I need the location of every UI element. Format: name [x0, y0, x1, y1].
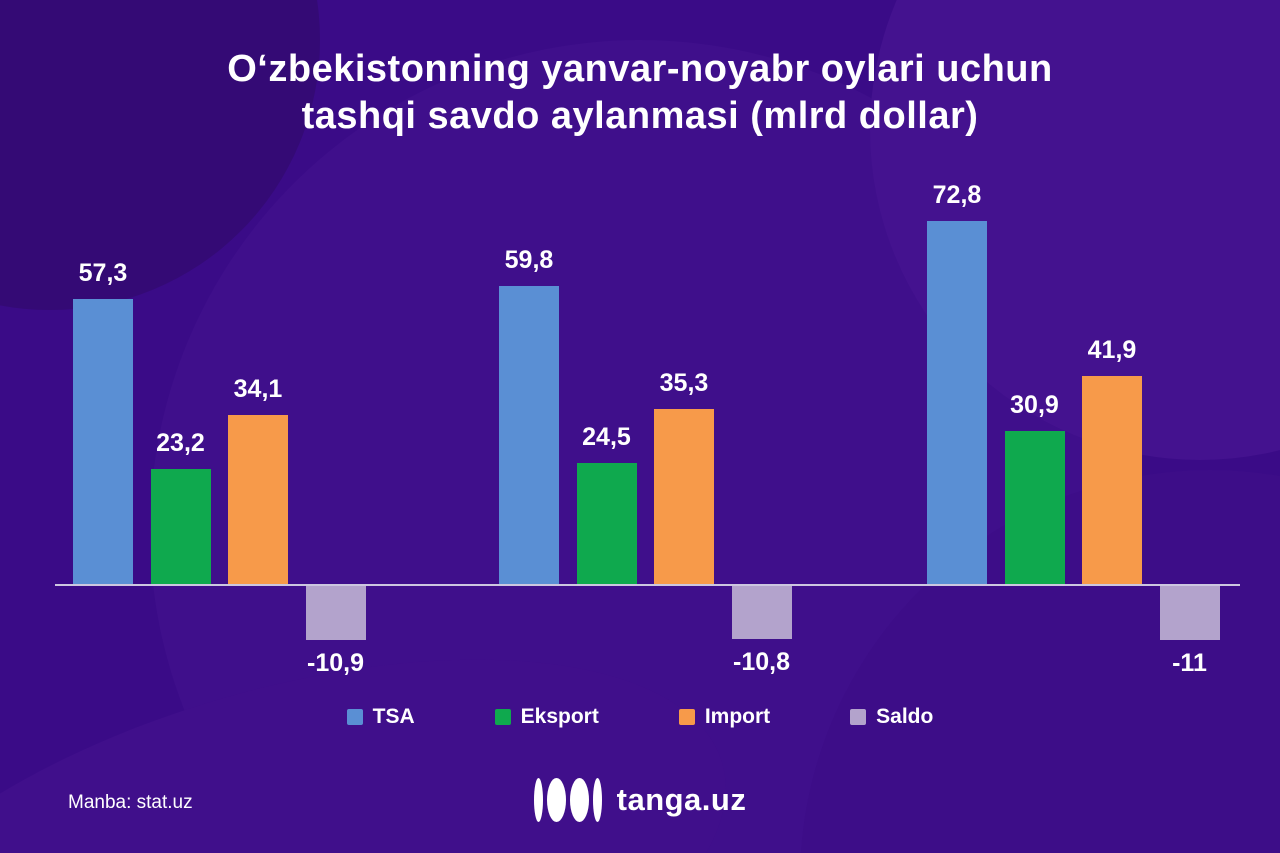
bar-value-label: 35,3	[659, 368, 709, 397]
bar-saldo-group2	[731, 585, 792, 639]
source-text: Manba: stat.uz	[68, 792, 193, 813]
bar-import-group1	[228, 414, 288, 585]
legend-swatch	[850, 709, 867, 725]
legend-swatch	[494, 709, 511, 725]
bar-value-label: -10,8	[733, 648, 790, 676]
bar-eksport-group1	[150, 469, 211, 585]
coin-ellipse	[592, 778, 602, 822]
legend-item-eksport: Eksport	[494, 705, 599, 729]
legend-item-saldo: Saldo	[850, 705, 933, 729]
coin-ellipse	[546, 778, 566, 822]
legend-label: TSA	[372, 705, 415, 728]
legend-label: Eksport	[520, 705, 599, 728]
chart-title-line1: Oʻzbekistonning yanvar-noyabr oylari uch…	[227, 48, 1053, 90]
bar-tsa-group3	[927, 221, 987, 585]
logo: tanga.uz	[0, 778, 1280, 822]
bar-value-label: 30,9	[1010, 390, 1059, 419]
bar-tsa-group2	[499, 286, 559, 585]
bar-value-label: 41,9	[1087, 335, 1137, 364]
bar-saldo-group3	[1159, 585, 1220, 640]
logo-text: tanga.uz	[616, 782, 747, 817]
bar-value-label: -10,9	[307, 648, 364, 677]
chart-title: Oʻzbekistonning yanvar-noyabr oylari uch…	[0, 46, 1280, 140]
x-axis-line	[55, 584, 1240, 586]
legend: TSA Eksport Import Saldo	[0, 705, 1280, 729]
bar-saldo-group1	[305, 585, 366, 640]
legend-item-tsa: TSA	[346, 705, 415, 729]
legend-item-import: Import	[678, 705, 771, 729]
legend-label: Import	[704, 705, 771, 728]
bar-value-label: -11	[1172, 649, 1207, 677]
bar-tsa-group1	[73, 298, 133, 585]
bar-eksport-group3	[1004, 430, 1065, 585]
bar-import-group2	[654, 408, 714, 585]
legend-label: Saldo	[876, 705, 934, 728]
bar-value-label: 57,3	[78, 258, 128, 287]
bar-import-group3	[1082, 375, 1142, 585]
coin-ellipse	[533, 778, 543, 822]
bar-eksport-group2	[576, 462, 637, 585]
bar-value-label: 59,8	[504, 246, 554, 274]
bar-value-label: 23,2	[156, 429, 205, 457]
tanga-coins-icon	[533, 778, 602, 822]
legend-swatch	[346, 709, 363, 725]
coin-ellipse	[569, 778, 589, 822]
legend-swatch	[678, 709, 695, 725]
chart-title-line2: tashqi savdo aylanmasi (mlrd dollar)	[301, 95, 979, 137]
bar-value-label: 24,5	[582, 422, 631, 451]
bar-value-label: 34,1	[233, 374, 283, 403]
bar-value-label: 72,8	[932, 181, 982, 209]
